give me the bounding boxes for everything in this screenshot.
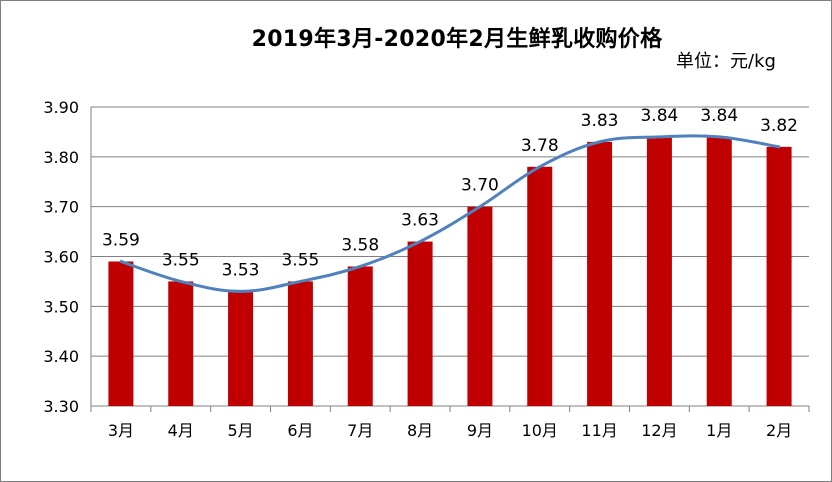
bar [706, 136, 732, 406]
data-label: 3.59 [102, 230, 140, 250]
chart-title: 2019年3月-2020年2月生鲜乳收购价格 [251, 27, 663, 52]
y-tick-label: 3.80 [43, 148, 79, 167]
x-tick-label: 1月 [706, 421, 732, 440]
data-label: 3.53 [222, 260, 260, 280]
x-tick-label: 10月 [522, 421, 558, 440]
x-tick-label: 2月 [766, 421, 792, 440]
data-label: 3.55 [281, 250, 319, 270]
x-tick-label: 12月 [641, 421, 677, 440]
y-tick-label: 3.90 [43, 98, 79, 117]
bar [467, 206, 493, 406]
x-tick-label: 6月 [287, 421, 313, 440]
bar [168, 281, 194, 406]
data-label: 3.84 [700, 106, 738, 126]
data-label: 3.70 [461, 176, 499, 196]
series-line [119, 134, 781, 293]
data-label: 3.82 [760, 116, 798, 136]
y-tick-label: 3.60 [43, 248, 79, 267]
data-label: 3.84 [640, 106, 678, 126]
data-label: 3.78 [521, 136, 559, 156]
bar [527, 166, 553, 406]
x-tick-label: 8月 [407, 421, 433, 440]
data-label: 3.63 [401, 211, 439, 231]
bar [228, 291, 254, 406]
bar [587, 141, 613, 406]
bar [108, 261, 134, 406]
unit-label: 单位：元/kg [676, 51, 776, 72]
x-tick-label: 3月 [108, 421, 134, 440]
x-tick-label: 4月 [168, 421, 194, 440]
x-tick-label: 11月 [581, 421, 617, 440]
x-tick-label: 7月 [347, 421, 373, 440]
y-tick-label: 3.40 [43, 347, 79, 366]
data-label: 3.58 [341, 235, 379, 255]
y-tick-label: 3.70 [43, 198, 79, 217]
x-tick-label: 9月 [467, 421, 493, 440]
bar [766, 146, 792, 406]
y-tick-label: 3.50 [43, 297, 79, 316]
bar [407, 241, 433, 406]
data-label: 3.83 [581, 111, 619, 131]
bar [646, 136, 672, 406]
bar [347, 266, 373, 406]
data-label: 3.55 [162, 250, 200, 270]
y-tick-label: 3.30 [43, 397, 79, 416]
x-tick-label: 5月 [227, 421, 253, 440]
bar [287, 281, 313, 406]
